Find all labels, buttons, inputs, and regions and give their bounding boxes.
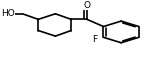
Text: HO: HO: [1, 9, 15, 18]
Text: O: O: [83, 1, 90, 10]
Text: F: F: [92, 35, 97, 44]
